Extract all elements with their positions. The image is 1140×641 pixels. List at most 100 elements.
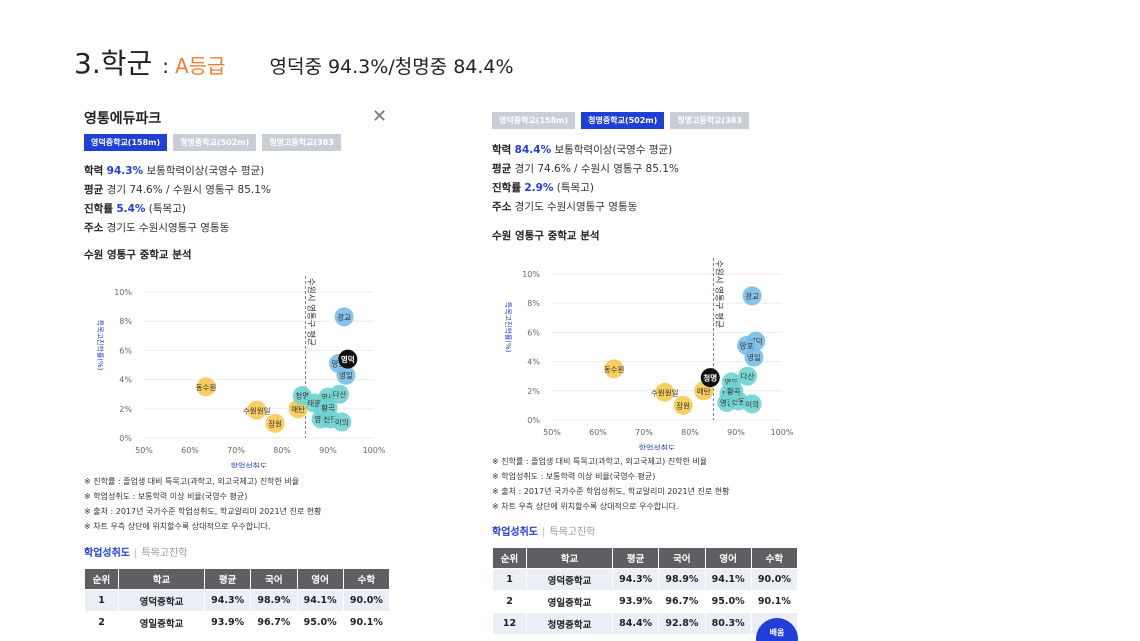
data-point-label: 수원원일 (243, 406, 271, 415)
left-school-panel: 영통에듀파크 ✕ 영덕중학교(158m) 청명중학교(502m) 청명고등학교(… (74, 100, 394, 641)
col-korean: 국어 (250, 568, 298, 590)
floating-action-button[interactable]: 배움 (756, 618, 798, 641)
tab-youngduk[interactable]: 영덕중학교(158m) (84, 134, 168, 151)
data-point-label: 영일 (339, 370, 353, 380)
x-tick-label: 50% (135, 446, 153, 455)
y-tick-label: 10% (114, 288, 132, 297)
y-tick-label: 4% (119, 376, 132, 385)
data-point-label: 매탄 (291, 404, 305, 414)
scatter-chart: 0% 2% 4% 6% 8% 10% 50% 60% 70% 80% 90% 100% 학업성취도 특목고… (504, 258, 794, 450)
right-school-panel: 영덕중학교(158m) 청명중학교(502m) 청명고등학교(383 학력 84… (482, 104, 802, 641)
data-point-label: 신동 (731, 397, 745, 406)
subtab-achievement[interactable]: 학업성취도 (492, 527, 538, 538)
data-point-label: 태흥 (307, 398, 321, 408)
school-info: 학력 84.4% 보통학력이상(국영수 평균) 평균 경기 74.6% / 수원… (492, 141, 679, 217)
col-average: 평균 (203, 568, 252, 590)
data-point-label: 광교 (745, 291, 759, 301)
x-tick-label: 90% (319, 446, 337, 455)
subtab-special-high[interactable]: 특목고진학 (141, 548, 188, 559)
y-tick-label: 8% (119, 317, 132, 326)
data-point (330, 384, 349, 404)
note-line: ※ 학업성취도 : 보통학력 이상 비율(국영수 평균) (84, 492, 248, 501)
x-tick-label: 70% (635, 428, 653, 437)
y-tick-label: 2% (527, 387, 540, 396)
data-point (334, 307, 354, 327)
col-school: 학교 (526, 547, 613, 569)
data-point-label: 영동 (321, 392, 335, 402)
data-point (318, 397, 338, 417)
data-point (742, 394, 762, 414)
data-point-label: 수원원일 (651, 388, 679, 397)
data-point (742, 286, 762, 306)
table-row[interactable]: 2 영일중학교 93.9% 96.7% 95.0% 90.1% (492, 590, 799, 613)
data-point-label: 황곡 (727, 386, 741, 396)
data-point (673, 395, 693, 415)
col-math: 수학 (342, 568, 391, 590)
x-tick-label: 60% (589, 428, 607, 437)
data-point-label: 이의 (745, 399, 759, 409)
table-row[interactable]: 1 영덕중학교 94.3% 98.9% 94.1% 90.0% (492, 568, 799, 591)
tab-cheongmyeong[interactable]: 청명중학교(502m) (581, 112, 665, 129)
data-point-label: 잠원 (268, 418, 282, 428)
data-point-label: 매탄 (697, 386, 711, 396)
data-point-label: 영덕 (749, 336, 763, 346)
chart-notes: ※ 진학률 : 졸업생 대비 특목고(과학고, 외고국제고) 진학한 비율 ※ … (84, 474, 321, 534)
col-korean: 국어 (658, 547, 706, 569)
data-point (655, 382, 675, 402)
info-address: 주소 경기도 수원시영통구 영통동 (84, 222, 230, 234)
subtabs: 학업성취도 | 특목고진학 (492, 527, 596, 538)
col-school: 학교 (118, 568, 205, 590)
y-tick-label: 6% (119, 346, 132, 355)
info-achievement: 학력 84.4% 보통학력이상(국영수 평균) (492, 144, 673, 156)
data-point-label: 영흥 (720, 397, 734, 407)
reference-label: 수원시 영통구 평균 (713, 260, 724, 328)
x-tick-label: 80% (681, 428, 699, 437)
note-line: ※ 출처 : 2017년 국가수준 학업성취도, 학교알리미 2021년 진로 … (84, 507, 322, 516)
close-icon[interactable]: ✕ (372, 106, 388, 127)
data-point-label: 청명 (295, 391, 309, 401)
data-point (332, 412, 352, 432)
tab-cheongmyeong[interactable]: 청명중학교(502m) (173, 134, 257, 151)
tab-youngduk[interactable]: 영덕중학교(158m) (492, 112, 576, 129)
x-axis-label: 학업성취도 (231, 461, 268, 468)
chart-notes: ※ 진학률 : 졸업생 대비 특목고(과학고, 외고국제고) 진학한 비율 ※ … (492, 454, 729, 514)
info-average: 평균 경기 74.6% / 수원시 영통구 85.1% (492, 163, 679, 175)
grade-label: A등급 (175, 54, 226, 78)
data-point-label: 동수원 (196, 383, 217, 392)
data-point (247, 400, 267, 420)
subtab-special-high[interactable]: 특목고진학 (549, 527, 596, 538)
y-tick-label: 2% (119, 405, 132, 414)
y-tick-label: 6% (527, 328, 540, 337)
data-point-label: 영일 (747, 352, 761, 362)
tab-cheongmyeong-high[interactable]: 청명고등학교(383 (670, 112, 749, 129)
data-point (265, 413, 285, 433)
reference-label: 수원시 영통구 평균 (305, 278, 316, 346)
data-point (724, 381, 744, 401)
col-english: 영어 (296, 568, 344, 590)
ranking-table: 순위 학교 평균 국어 영어 수학 1 영덕중학교 94.3% 98.9% 94… (492, 547, 799, 635)
info-address: 주소 경기도 수원시영통구 영통동 (492, 201, 638, 213)
table-row[interactable]: 1 영덕중학교 94.3% 98.9% 94.1% 90.0% (84, 589, 391, 612)
data-point-label: 신동 (323, 415, 337, 424)
note-line: ※ 진학률 : 졸업생 대비 특목고(과학고, 외고국제고) 진학한 비율 (492, 457, 708, 466)
data-point-label: 다산 (741, 371, 755, 381)
col-math: 수학 (750, 547, 799, 569)
y-tick-label: 10% (522, 270, 540, 279)
section-title: 수원 영통구 중학교 분석 (492, 230, 600, 242)
data-point-label: 광교 (337, 312, 351, 322)
data-point-label: 잠원 (676, 400, 690, 410)
note-line: ※ 차트 우측 상단에 위치할수록 상대적으로 우수합니다. (492, 502, 679, 511)
note-line: ※ 출처 : 2017년 국가수준 학업성취도, 학교알리미 2021년 진로 … (492, 487, 730, 496)
tab-cheongmyeong-high[interactable]: 청명고등학교(383 (262, 134, 341, 151)
slide-number: 3. (74, 47, 101, 80)
table-row[interactable]: 2 영일중학교 93.9% 96.7% 95.0% 90.1% (84, 611, 391, 634)
complex-name: 영통에듀파크 (84, 111, 162, 127)
data-point-label: 망포 (332, 359, 346, 369)
table-row[interactable]: 12 청명중학교 84.4% 92.8% 80.3% 8 (492, 612, 799, 635)
x-tick-label: 100% (771, 428, 794, 437)
school-info: 학력 94.3% 보통학력이상(국영수 평균) 평균 경기 74.6% / 수원… (84, 162, 271, 238)
data-point-label: 다산 (333, 389, 347, 399)
y-axis-label: 특목고진학률(%) (96, 320, 105, 371)
subtab-achievement[interactable]: 학업성취도 (84, 548, 130, 559)
school-tabs: 영덕중학교(158m) 청명중학교(502m) 청명고등학교(383 (84, 134, 341, 151)
